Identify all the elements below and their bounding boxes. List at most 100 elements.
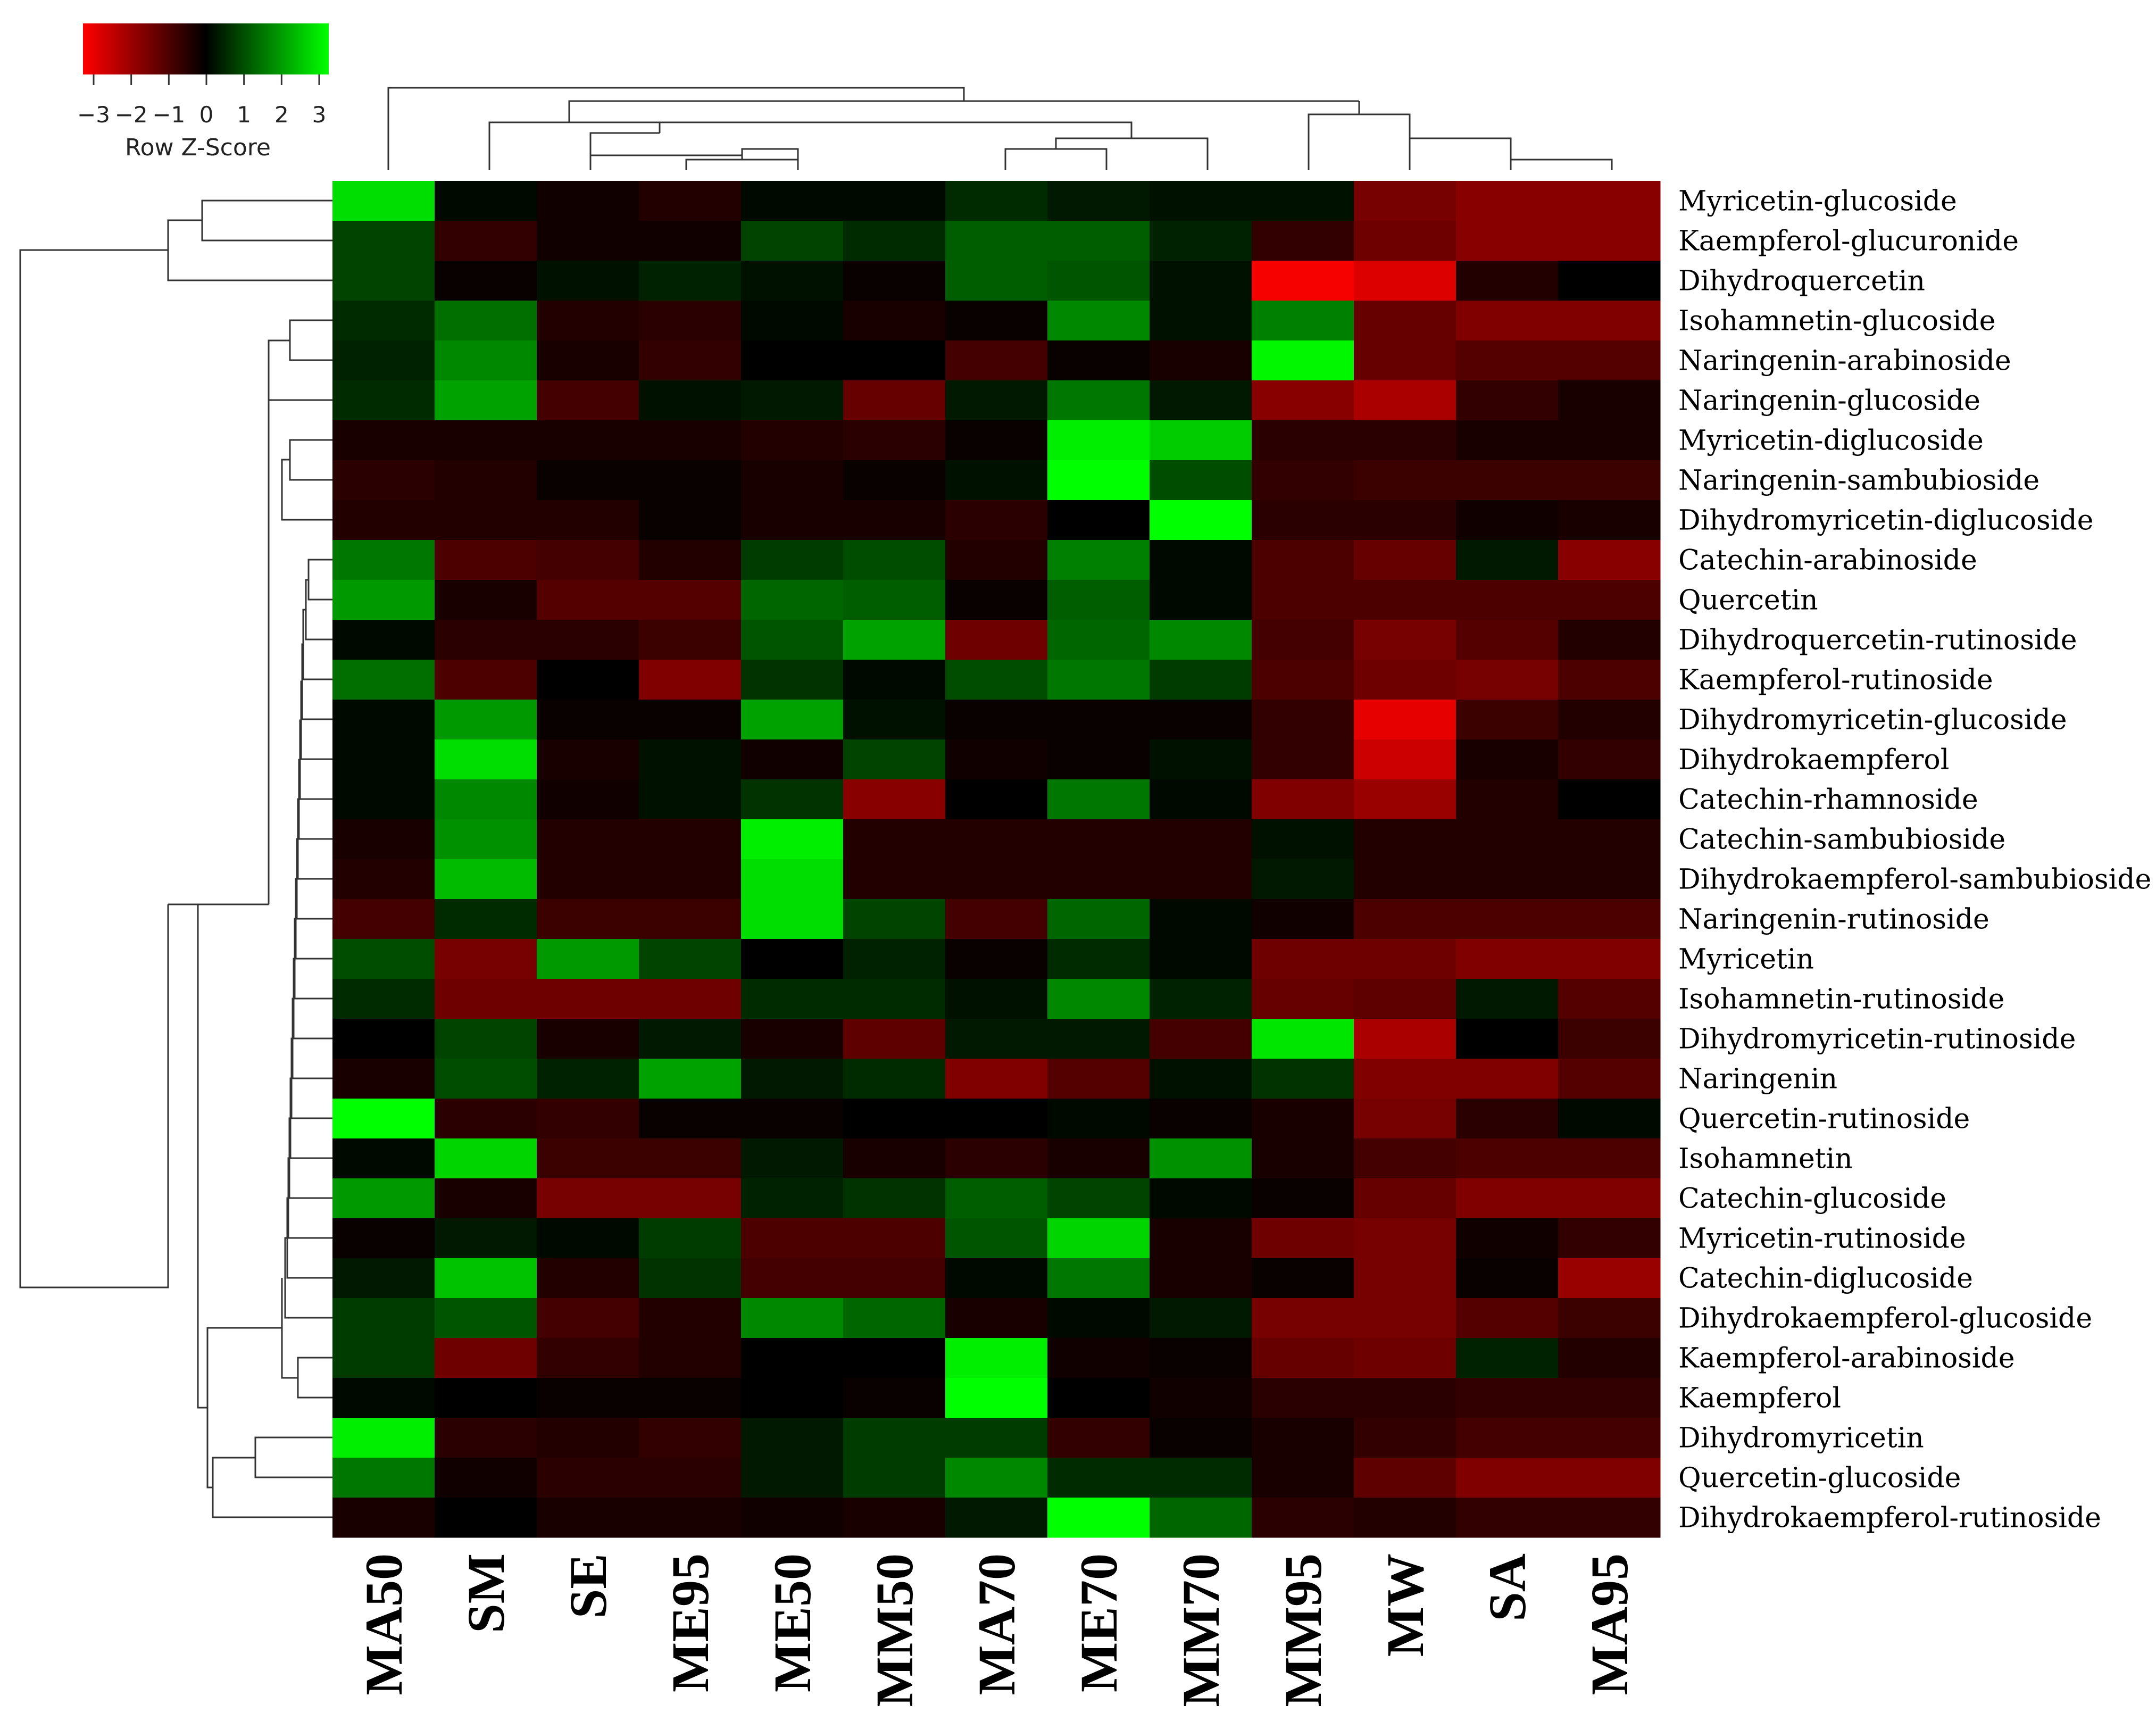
- heatmap-cell: [639, 221, 742, 261]
- row-label: Naringenin-arabinoside: [1678, 345, 2011, 377]
- heatmap-cell: [1456, 420, 1559, 461]
- heatmap-cell: [1558, 779, 1661, 820]
- heatmap-cell: [843, 1378, 946, 1418]
- heatmap-cell: [332, 620, 435, 660]
- heatmap-cell: [1252, 1298, 1354, 1338]
- heatmap-cell: [435, 301, 537, 341]
- heatmap-cell: [332, 1178, 435, 1219]
- heatmap-cell: [741, 580, 844, 620]
- heatmap-cell: [1252, 261, 1354, 301]
- column-label: SA: [1478, 1553, 1537, 1622]
- heatmap-cell: [741, 939, 844, 979]
- heatmap-cell: [639, 939, 742, 979]
- heatmap-cell: [945, 1498, 1048, 1538]
- heatmap-cell: [537, 1458, 639, 1498]
- color-key-tick-label: −1: [152, 102, 185, 128]
- heatmap-cell: [1047, 540, 1150, 580]
- heatmap-cell: [945, 620, 1048, 660]
- heatmap-cell: [1456, 1458, 1559, 1498]
- heatmap-cell: [1047, 779, 1150, 820]
- heatmap-cell: [1354, 660, 1456, 700]
- heatmap-cell: [639, 1258, 742, 1299]
- heatmap-cell: [1047, 420, 1150, 461]
- heatmap-cell: [537, 500, 639, 541]
- heatmap-cell: [1354, 1258, 1456, 1299]
- heatmap-cell: [1150, 460, 1252, 501]
- heatmap-cell: [1047, 580, 1150, 620]
- heatmap-cell: [332, 1378, 435, 1418]
- heatmap-cell: [1354, 1418, 1456, 1458]
- heatmap-cell: [843, 340, 946, 381]
- heatmap-cell: [435, 1138, 537, 1179]
- heatmap-cell: [1558, 1378, 1661, 1418]
- heatmap-cell: [1558, 1458, 1661, 1498]
- heatmap-cell: [332, 1418, 435, 1458]
- heatmap-cell: [435, 1059, 537, 1099]
- heatmap-cell: [1558, 1498, 1661, 1538]
- heatmap-cell: [1252, 1418, 1354, 1458]
- heatmap-cell: [332, 859, 435, 900]
- heatmap-cell: [435, 620, 537, 660]
- column-labels: MA50 SM SE ME95 ME50 MM50 MA70 ME70 MM70 MM95 MW SA…: [354, 1553, 1639, 1707]
- heatmap-cell: [1252, 460, 1354, 501]
- heatmap-cell: [1456, 1178, 1559, 1219]
- heatmap-cell: [435, 580, 537, 620]
- heatmap-cell: [332, 1258, 435, 1299]
- heatmap-cell: [1047, 739, 1150, 780]
- heatmap-cell: [639, 1138, 742, 1179]
- heatmap-cell: [332, 500, 435, 541]
- heatmap-cell: [741, 420, 844, 461]
- heatmap-cell: [537, 939, 639, 979]
- heatmap-cell: [741, 1258, 844, 1299]
- heatmap-cell: [843, 859, 946, 900]
- heatmap-cell: [1456, 1019, 1559, 1059]
- heatmap-cell: [1150, 1138, 1252, 1179]
- row-label: Catechin-rhamnoside: [1678, 784, 1978, 816]
- heatmap-cell: [435, 1458, 537, 1498]
- heatmap-cell: [435, 1418, 537, 1458]
- heatmap-cell: [1150, 899, 1252, 940]
- column-label: ME50: [763, 1553, 822, 1692]
- heatmap-cell: [741, 859, 844, 900]
- heatmap-cell: [1252, 380, 1354, 421]
- row-label: Quercetin: [1678, 585, 1818, 617]
- heatmap-cell: [945, 1178, 1048, 1219]
- heatmap-cell: [1456, 460, 1559, 501]
- heatmap-cell: [945, 380, 1048, 421]
- row-label: Isohamnetin: [1678, 1143, 1853, 1175]
- heatmap-cell: [843, 979, 946, 1019]
- heatmap-cell: [639, 660, 742, 700]
- heatmap-cell: [537, 1099, 639, 1139]
- row-label: Kaempferol-rutinoside: [1678, 664, 1993, 696]
- heatmap-cell: [1150, 1258, 1252, 1299]
- heatmap-cell: [1558, 859, 1661, 900]
- heatmap-cell: [741, 739, 844, 780]
- heatmap-cell: [639, 1178, 742, 1219]
- heatmap-cell: [741, 181, 844, 221]
- heatmap-cell: [1252, 819, 1354, 860]
- heatmap-cell: [435, 939, 537, 979]
- heatmap-cell: [1354, 739, 1456, 780]
- heatmap-cell: [1456, 340, 1559, 381]
- heatmap-cell: [1354, 261, 1456, 301]
- heatmap-cell: [332, 979, 435, 1019]
- heatmap-cell: [1456, 1338, 1559, 1378]
- heatmap-cell: [1047, 261, 1150, 301]
- row-labels: Myricetin-glucoside Kaempferol-glucuronid…: [1678, 186, 2151, 1534]
- heatmap-cell: [435, 660, 537, 700]
- row-label: Catechin-glucoside: [1678, 1183, 1946, 1215]
- heatmap-cell: [639, 819, 742, 860]
- heatmap-cell: [639, 739, 742, 780]
- heatmap-cell: [741, 819, 844, 860]
- heatmap-cell: [1150, 1298, 1252, 1338]
- heatmap-cell: [332, 221, 435, 261]
- heatmap-cell: [1456, 1059, 1559, 1099]
- heatmap-cell: [843, 779, 946, 820]
- row-label: Dihydrokaempferol-sambubioside: [1678, 864, 2151, 896]
- heatmap-cell: [1558, 1138, 1661, 1179]
- column-label: MA50: [354, 1553, 413, 1695]
- heatmap-cell: [1252, 1378, 1354, 1418]
- heatmap-cell: [537, 1338, 639, 1378]
- heatmap-cell: [435, 779, 537, 820]
- heatmap-cell: [1047, 460, 1150, 501]
